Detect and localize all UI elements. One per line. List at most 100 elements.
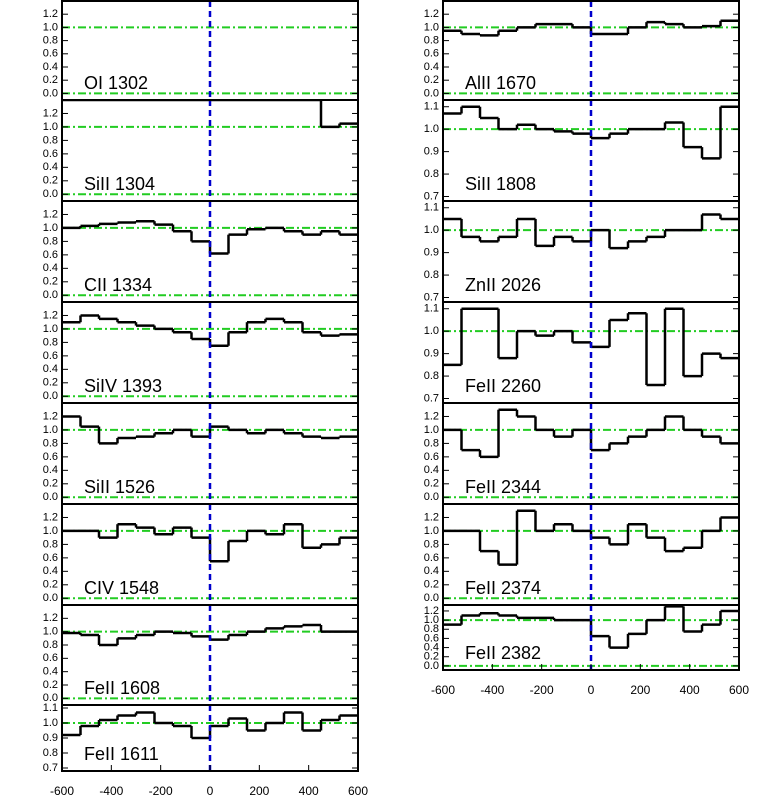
panel: 0.00.20.40.60.81.01.2 FeII 2382 -600 -400 -2… — [424, 604, 749, 697]
y-tick-label: 0.2 — [43, 276, 58, 288]
y-tick-label: 1.0 — [43, 626, 58, 638]
y-tick-label: 0.0 — [424, 491, 439, 503]
x-tick-label: 400 — [680, 683, 700, 697]
y-tick-label: 1.1 — [424, 202, 439, 214]
y-tick-label: 0.4 — [43, 464, 58, 476]
y-tick-label: 0.2 — [43, 679, 58, 691]
y-tick-label: 0.0 — [43, 692, 58, 704]
y-tick-label: 0.9 — [43, 732, 58, 744]
y-tick-label: 0.6 — [424, 552, 439, 564]
panel: 0.7 0.8 0.9 1.0 1.1 SiII 1808 — [424, 99, 740, 202]
y-tick-label: 0.2 — [43, 377, 58, 389]
y-tick-label: 0.6 — [424, 632, 439, 644]
y-tick-label: 0.2 — [43, 74, 58, 86]
y-tick-label: 1.0 — [424, 123, 439, 135]
y-tick-label: 0.4 — [424, 464, 439, 476]
y-tick-label: 0.8 — [43, 235, 58, 247]
y-tick-label: 0.6 — [43, 552, 58, 564]
line-label: SiII 1526 — [84, 477, 155, 497]
line-label: FeII 2374 — [465, 578, 541, 598]
panel: 0.00.20.40.60.8 1.01.2 OI 1302 — [43, 0, 359, 101]
plot-area — [443, 509, 739, 600]
y-tick-label: 1.0 — [424, 614, 439, 626]
y-tick-label: 0.6 — [43, 249, 58, 261]
y-tick-label: 1.0 — [43, 525, 58, 537]
y-tick-label: 1.0 — [43, 717, 58, 729]
y-tick-label: 1.2 — [43, 208, 58, 220]
y-tick-label: 0.8 — [424, 370, 439, 382]
y-tick-label: 1.2 — [43, 410, 58, 422]
y-tick-label: 1.0 — [43, 21, 58, 33]
y-tick-label: 0.4 — [424, 565, 439, 577]
line-label: FeII 1611 — [84, 744, 159, 764]
x-tick-label: -200 — [149, 784, 173, 798]
y-tick-label: 0.7 — [424, 190, 439, 202]
y-tick-label: 1.2 — [424, 410, 439, 422]
plot-area — [443, 307, 739, 387]
y-tick-label: 0.6 — [424, 48, 439, 60]
y-tick-label: 0.8 — [424, 269, 439, 281]
y-tick-label: 0.9 — [424, 146, 439, 158]
y-tick-label: 0.8 — [43, 747, 58, 759]
panel: 0.00.20.40.60.8 1.01.2 AlII 1670 — [424, 0, 740, 101]
line-label: FeII 2382 — [465, 643, 541, 663]
y-tick-label: 0.6 — [43, 451, 58, 463]
line-label: SiII 1304 — [84, 174, 155, 194]
y-tick-label: 1.0 — [424, 21, 439, 33]
panel: 0.00.2 0.40.6 0.81.0 1.2 FeII 2374 — [424, 503, 740, 606]
y-tick-label: 0.8 — [43, 336, 58, 348]
x-tick-label: 0 — [588, 683, 595, 697]
y-tick-label: 0.8 — [43, 35, 58, 47]
panel: 0.00.2 0.40.6 0.81.0 1.2 CIV 1548 — [43, 503, 359, 606]
y-tick-label: 1.0 — [424, 325, 439, 337]
x-tick-label: 200 — [249, 784, 269, 798]
y-tick-label: 0.0 — [43, 491, 58, 503]
y-tick-label: 0.0 — [43, 390, 58, 402]
y-tick-label: 1.2 — [43, 8, 58, 20]
x-tick-label: -400 — [99, 784, 123, 798]
y-tick-label: 0.6 — [43, 350, 58, 362]
y-tick-label: 1.0 — [43, 323, 58, 335]
plot-area — [62, 522, 358, 600]
panel: 0.7 0.8 0.9 1.0 1.1 ZnII 2026 — [424, 200, 740, 303]
y-tick-label: 0.2 — [424, 74, 439, 86]
x-tick-label: 600 — [729, 683, 749, 697]
plot-area — [62, 711, 358, 740]
line-label: AlII 1670 — [465, 73, 536, 93]
line-label: FeII 2344 — [465, 477, 541, 497]
y-tick-label: 1.2 — [424, 511, 439, 523]
y-tick-label: 0.0 — [424, 592, 439, 604]
y-tick-label: 0.2 — [43, 579, 58, 591]
y-tick-label: 0.4 — [43, 666, 58, 678]
y-tick-label: 1.2 — [424, 8, 439, 20]
y-tick-label: 0.2 — [424, 478, 439, 490]
line-label: CII 1334 — [84, 275, 152, 295]
x-tick-label: -200 — [530, 683, 554, 697]
y-tick-label: 0.4 — [43, 363, 58, 375]
panel: 0.7 0.8 0.9 1.0 1.1 FeII 2260 — [424, 301, 740, 404]
y-tick-label: 1.2 — [43, 309, 58, 321]
panel: 0.00.2 0.40.6 0.81.0 1.2 CII 1334 — [43, 200, 359, 303]
line-label: OI 1302 — [84, 73, 148, 93]
panel: 0.00.20.4 0.60.81.0 1.2 FeII 1608 — [43, 604, 359, 706]
x-tick-label: -400 — [480, 683, 504, 697]
line-label: FeII 1608 — [84, 678, 160, 698]
y-tick-label: 0.8 — [424, 35, 439, 47]
y-tick-label: 0.7 — [43, 762, 58, 774]
y-tick-label: 0.8 — [424, 437, 439, 449]
y-tick-label: 0.0 — [43, 289, 58, 301]
y-tick-label: 0.9 — [424, 247, 439, 259]
x-tick-label: -600 — [50, 784, 74, 798]
y-tick-label: 1.0 — [424, 224, 439, 236]
x-tick-label: -600 — [431, 683, 455, 697]
y-tick-label: 0.6 — [43, 652, 58, 664]
panel: 0.00.2 0.40.6 0.81.0 1.2 SiII 1526 — [43, 402, 359, 505]
line-label: CIV 1548 — [84, 578, 159, 598]
y-tick-label: 1.0 — [43, 222, 58, 234]
y-tick-label: 0.4 — [43, 262, 58, 274]
panel: 0.7 0.8 0.9 1.0 1.1 FeII 1611 -600 -400 -200 0 200… — [43, 702, 369, 798]
y-tick-label: 0.0 — [424, 87, 439, 99]
y-tick-label: 1.0 — [424, 424, 439, 436]
y-tick-label: 0.0 — [43, 87, 58, 99]
